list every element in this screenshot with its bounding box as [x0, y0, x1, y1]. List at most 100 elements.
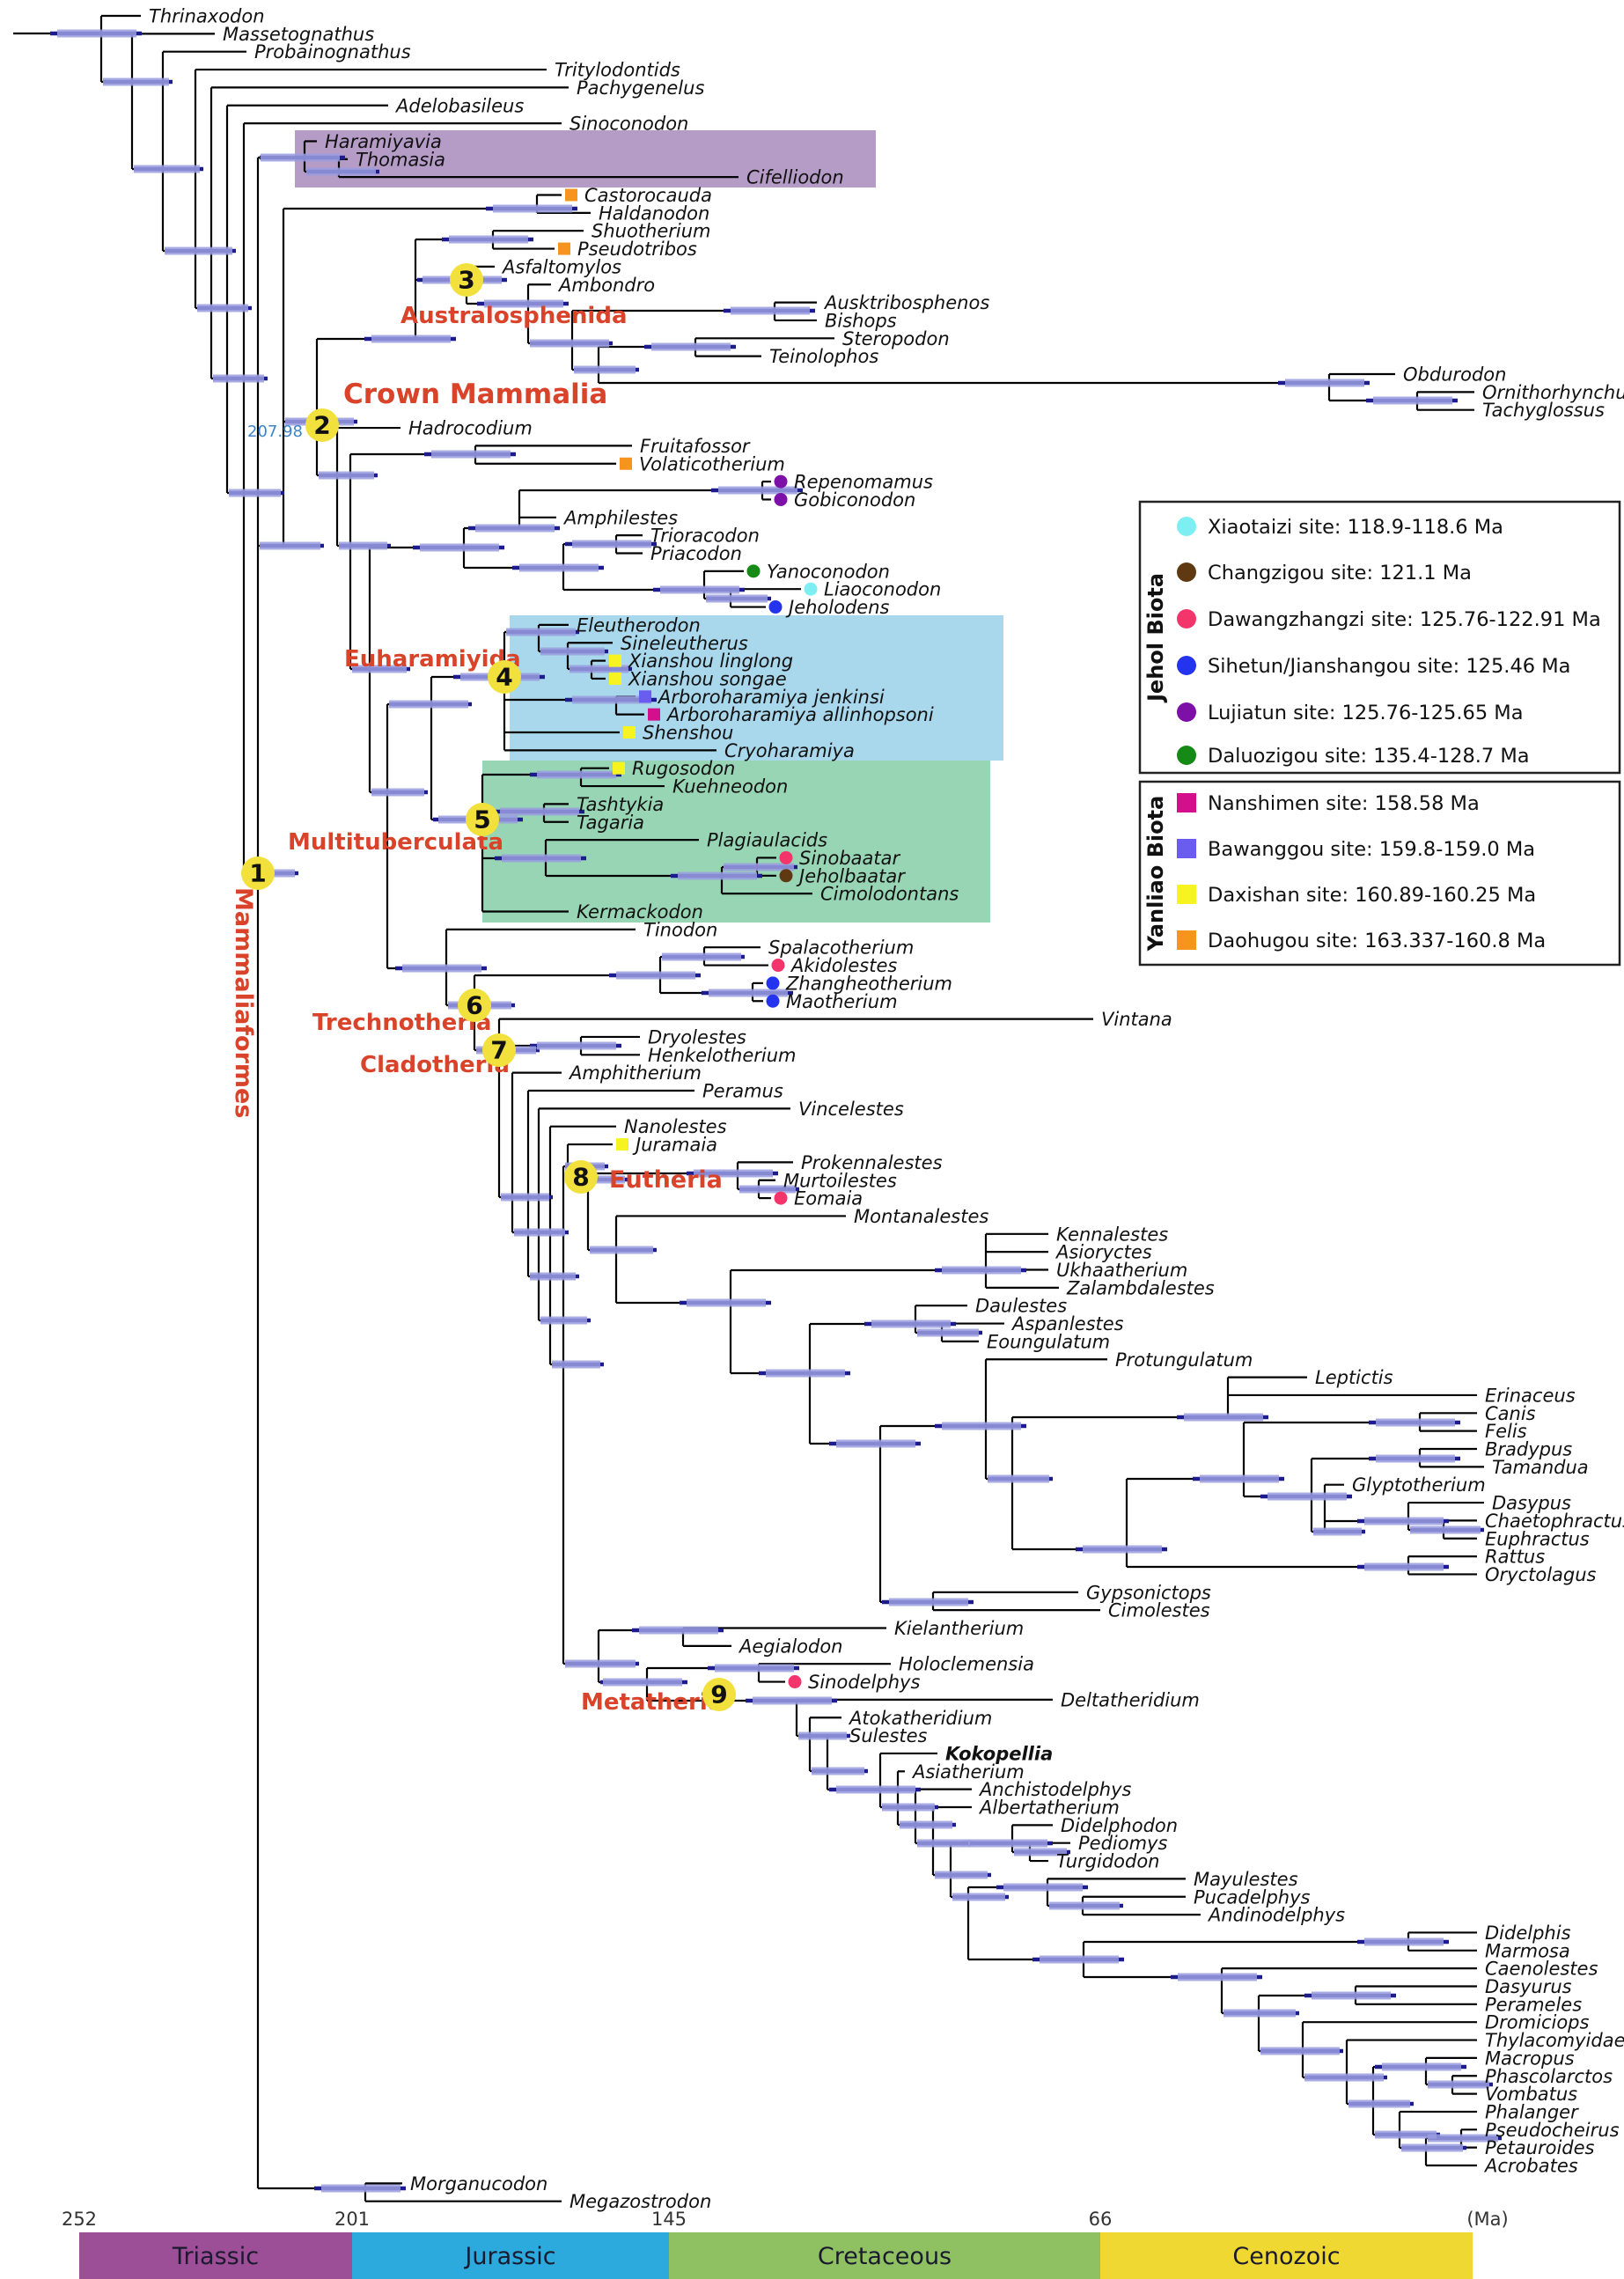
- hpd-bar: [731, 306, 810, 315]
- taxon-label: Yanoconodon: [767, 561, 890, 582]
- taxon-label: Oryctolagus: [1485, 1564, 1597, 1585]
- taxon-label: Tagaria: [577, 812, 644, 833]
- hpd-bar: [798, 1731, 847, 1740]
- site-marker-dawangzhangzi-icon: [788, 1675, 802, 1689]
- timeline-period-label: Cretaceous: [818, 2243, 952, 2270]
- hpd-bar: [917, 1839, 970, 1848]
- taxon-label: Arboroharamiya jenkinsi: [657, 687, 885, 708]
- taxon-label: Ambondro: [557, 275, 655, 296]
- taxon-label: Jeholbaatar: [796, 865, 906, 886]
- taxon-label: Ausktribosphenos: [823, 292, 989, 313]
- taxon-label: Pachygenelus: [577, 77, 704, 99]
- hpd-bar: [574, 365, 636, 374]
- hpd-bar: [1268, 1492, 1347, 1501]
- taxon-label: Asiatherium: [911, 1761, 1025, 1783]
- hpd-bar: [572, 695, 651, 704]
- site-marker-dawangzhangzi-icon: [771, 959, 785, 973]
- clade-label: Crown Mammalia: [343, 379, 607, 410]
- hpd-bar: [900, 1820, 952, 1829]
- legend-item-label: Xiaotaizi site: 118.9-118.6 Ma: [1208, 516, 1503, 539]
- site-marker-nanshimen-icon: [648, 708, 660, 721]
- taxon-label: Sineleutherus: [621, 633, 748, 654]
- taxon-label: Spalacotherium: [768, 937, 914, 959]
- hpd-bar: [1428, 2080, 1489, 2089]
- highlight-boxes: [295, 130, 1003, 923]
- legend-item-label: Nanshimen site: 158.58 Ma: [1208, 792, 1480, 815]
- taxon-label: Atokatheridium: [848, 1708, 992, 1729]
- hpd-bar: [662, 952, 741, 961]
- taxon-label: Trioracodon: [650, 526, 760, 547]
- taxon-label: Asfaltomylos: [501, 256, 621, 277]
- legend-item-label: Changzigou site: 121.1 Ma: [1208, 562, 1472, 584]
- hpd-bar: [570, 665, 628, 673]
- hpd-bar: [739, 1185, 796, 1194]
- taxon-label: Protungulatum: [1115, 1349, 1253, 1371]
- site-marker-sihetun-icon: [766, 994, 780, 1008]
- taxon-label: Eleutherodon: [577, 614, 701, 636]
- hpd-bar: [371, 334, 451, 343]
- legend-item-label: Bawanggou site: 159.8-159.0 Ma: [1208, 838, 1535, 861]
- hpd-bar: [812, 1767, 864, 1775]
- taxon-label: Steropodon: [842, 328, 950, 349]
- hpd-bar: [1040, 1955, 1119, 1964]
- hpd-bar: [537, 1041, 616, 1050]
- taxon-label: Dasyurus: [1485, 1976, 1572, 1997]
- annotations: Crown MammaliaAustralosphenidaEuharamiyi…: [62, 263, 1621, 2279]
- hpd-bar: [540, 1316, 587, 1325]
- hpd-bar: [1376, 1454, 1455, 1463]
- taxon-label: Massetognathus: [223, 24, 374, 45]
- taxon-label: Bishops: [825, 310, 897, 331]
- hpd-bar: [889, 1598, 968, 1606]
- timeline-period-cretaceous: [669, 2232, 1100, 2279]
- taxon-label: Prokennalestes: [801, 1152, 943, 1173]
- hpd-bar: [134, 165, 200, 173]
- taxon-label: Eoungulatum: [987, 1331, 1110, 1352]
- hpd-bar: [766, 1369, 845, 1378]
- taxon-label: Dromiciops: [1485, 2012, 1590, 2033]
- taxon-label: Phascolarctos: [1485, 2066, 1613, 2087]
- hpd-bar: [715, 1664, 794, 1672]
- hpd-bar: [475, 524, 555, 533]
- hpd-bar: [678, 871, 757, 880]
- taxon-label: Dasypus: [1492, 1493, 1571, 1514]
- node-number-badge: [458, 989, 491, 1022]
- legend-marker-daluozigou-icon: [1177, 746, 1196, 765]
- taxon-label: Turgidodon: [1056, 1851, 1160, 1872]
- hpd-bar: [1401, 2143, 1463, 2152]
- taxon-label: Kielantherium: [894, 1618, 1024, 1639]
- hpd-bar: [103, 77, 169, 86]
- taxon-label: Andinodelphys: [1207, 1905, 1345, 1926]
- taxon-label: Kuehneodon: [672, 776, 788, 798]
- hpd-bar: [694, 1169, 773, 1178]
- site-marker-sihetun-icon: [768, 600, 783, 614]
- legend-item-label: Daohugou site: 163.337-160.8 Ma: [1208, 930, 1546, 952]
- timeline-tick: 201: [334, 2209, 370, 2230]
- taxon-label: Pediomys: [1078, 1833, 1167, 1854]
- taxon-label: Pseudotribos: [577, 239, 697, 260]
- hpd-bar: [261, 153, 340, 162]
- hpd-bar: [687, 1298, 766, 1307]
- hpd-bar: [1428, 2134, 1498, 2143]
- tip-labels: ThrinaxodonMassetognathusProbainognathus…: [149, 6, 1624, 2213]
- taxon-label: Cimolodontans: [820, 884, 959, 905]
- taxon-label: Felis: [1485, 1421, 1527, 1442]
- taxon-label: Gobiconodon: [794, 489, 915, 511]
- hpd-bar: [371, 788, 424, 797]
- taxon-label: Hadrocodium: [408, 418, 533, 439]
- taxon-label: Castorocauda: [584, 185, 712, 206]
- legend-box: [1138, 780, 1621, 967]
- legend-item-label: Lujiatun site: 125.76-125.65 Ma: [1208, 702, 1523, 724]
- node-number-text: 6: [466, 991, 482, 1020]
- taxon-label: Fruitafossor: [640, 436, 751, 457]
- hpd-bar: [1178, 1973, 1257, 1981]
- taxon-label: Volaticotherium: [639, 453, 785, 474]
- hpd-bar: [968, 1839, 1047, 1848]
- hpd-bar: [449, 235, 528, 244]
- site-marker-daohugou-icon: [565, 188, 577, 202]
- taxon-label: Rugosodon: [632, 758, 735, 779]
- timeline-period-cenozoic: [1100, 2232, 1473, 2279]
- clade-label: Multituberculata: [288, 829, 503, 856]
- hpd-bar: [952, 1893, 1005, 1901]
- hpd-bar: [709, 989, 788, 997]
- legend-marker-daxishan-icon: [1177, 885, 1196, 904]
